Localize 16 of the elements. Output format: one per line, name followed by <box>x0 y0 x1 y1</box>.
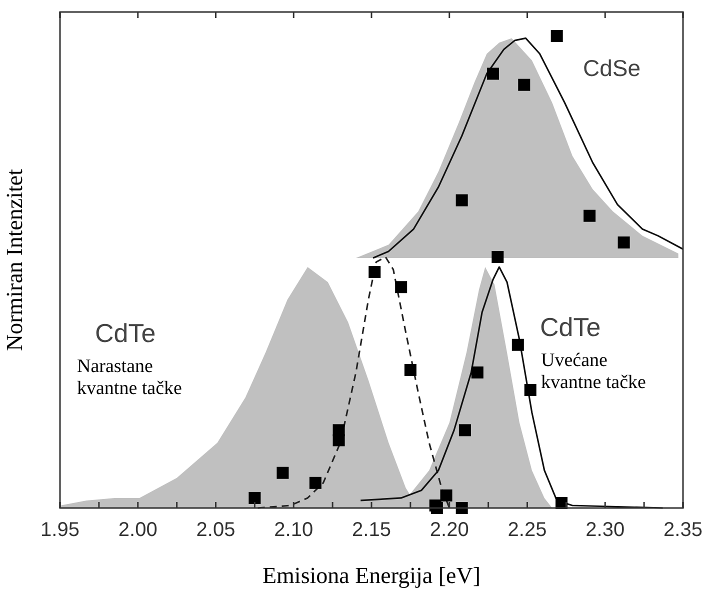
x-tick-label: 2.30 <box>586 519 625 542</box>
annotation: CdTe <box>540 312 601 342</box>
x-tick-label: 1.95 <box>40 519 80 542</box>
x-tick-label: 2.20 <box>430 519 469 542</box>
x-tick-label: 2.05 <box>196 519 236 542</box>
y-axis-title: Normiran Intenzitet <box>2 168 27 352</box>
x-tick-label: 2.35 <box>664 519 702 542</box>
annotation: CdTe <box>95 318 156 348</box>
x-tick-label: 2.00 <box>118 519 158 542</box>
x-axis-title: Emisiona Energija [eV] <box>262 563 481 588</box>
x-tick-label: 2.25 <box>508 519 547 542</box>
annotation: Narastane kvantne tačke <box>77 356 182 399</box>
x-tick-label: 2.10 <box>274 519 314 542</box>
annotation: Uvećane kvantne tačke <box>541 350 646 393</box>
x-tick-label: 2.15 <box>352 519 391 542</box>
annotation: CdSe <box>583 55 641 81</box>
